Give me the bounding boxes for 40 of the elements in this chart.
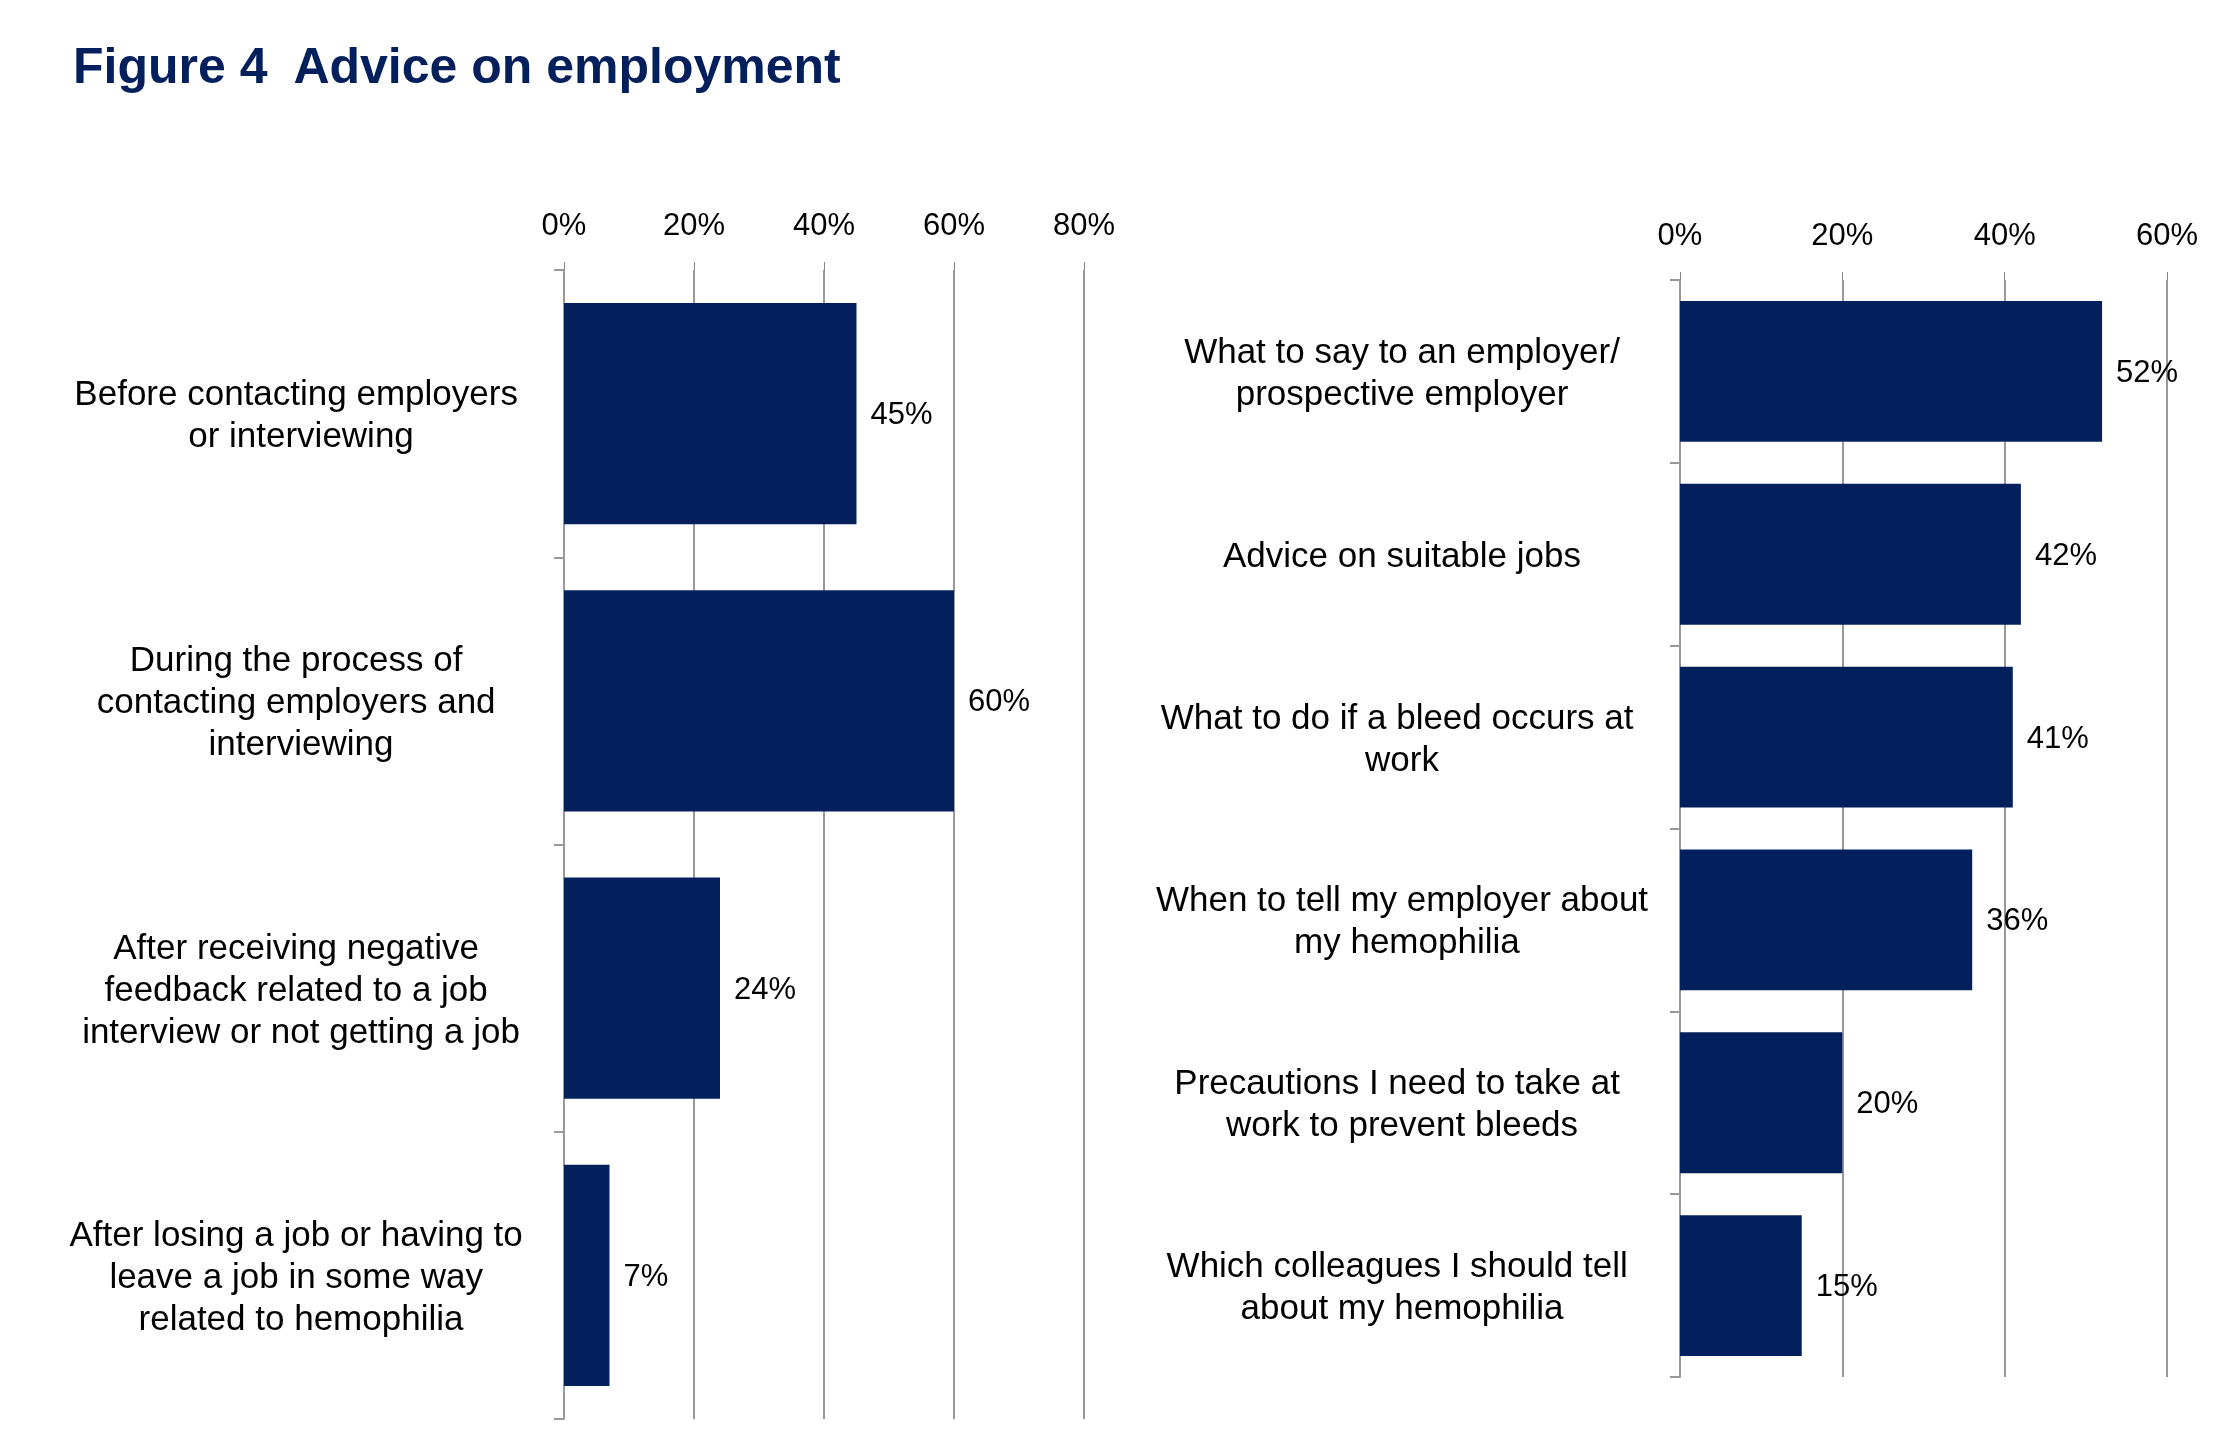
data-label: 41% [2026, 719, 2089, 755]
x-tick-label: 20% [1811, 217, 1874, 252]
bar [1680, 666, 2013, 808]
data-label: 15% [1815, 1268, 1878, 1304]
bar [1680, 1215, 1802, 1356]
x-tick-label: 40% [1973, 217, 2036, 252]
y-tick-label: When to tell my employer about my hemophilia [1155, 879, 1649, 961]
bar [1680, 1032, 1843, 1174]
data-label: 20% [1856, 1085, 1919, 1121]
x-tick-label: 80% [1052, 207, 1115, 242]
bar [1680, 483, 2021, 625]
y-tick-label: Before contacting employers or interviewing [74, 373, 528, 455]
y-tick-label: Advice on suitable jobs [1223, 534, 1581, 574]
bar [1680, 849, 1973, 991]
data-label: 24% [733, 970, 797, 1006]
y-tick-label: Precautions I need to take at work to prevent bleeds [1174, 1062, 1630, 1144]
x-tick-label: 0% [1657, 217, 1703, 252]
x-tick-label: 0% [541, 207, 587, 242]
y-tick-label: During the process of contacting employers and interviewing [96, 639, 506, 763]
bar [564, 590, 954, 812]
x-tick-label: 40% [792, 207, 856, 242]
x-tick-label: 60% [922, 207, 986, 242]
data-label: 42% [2034, 536, 2097, 572]
bar [564, 877, 720, 1099]
data-label: 45% [870, 396, 933, 432]
y-tick-label: After losing a job or having to leave a job in some way related to hemophilia [69, 1213, 533, 1337]
bar [1680, 301, 2103, 442]
chart-title: Figure 4 Advice on employment [73, 38, 842, 94]
x-tick-label: 20% [662, 207, 726, 242]
y-tick-label: What to say to an employer/prospective employer [1184, 330, 1621, 412]
y-tick-label: What to do if a bleed occurs at work [1160, 696, 1644, 778]
y-tick-label: After receiving negative feedback related to a job interview or not getting a job [82, 926, 520, 1050]
data-label: 60% [967, 683, 1031, 719]
data-label: 7% [623, 1257, 669, 1293]
bar [564, 303, 857, 525]
x-tick-label: 60% [2135, 217, 2199, 252]
data-label: 52% [2116, 353, 2179, 389]
data-label: 36% [1986, 902, 2049, 938]
y-tick-label: Which colleagues I should tell about my hemophilia [1166, 1245, 1638, 1327]
bar [564, 1164, 610, 1386]
